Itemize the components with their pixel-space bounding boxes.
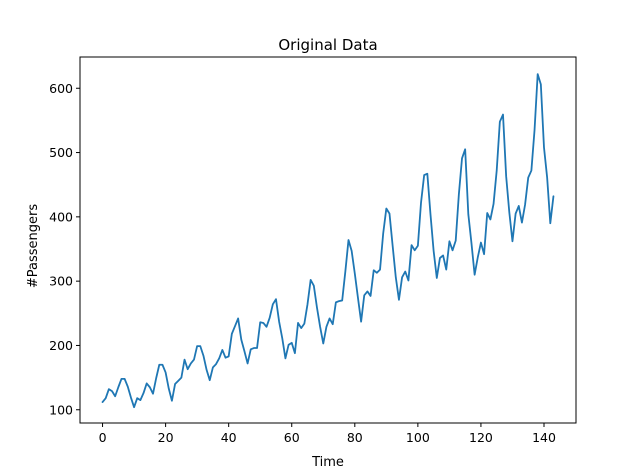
x-tick-label: 20 [158,430,174,445]
y-tick-label: 300 [49,274,73,289]
x-tick-label: 60 [284,430,300,445]
x-tick-label: 40 [221,430,237,445]
series-line [101,73,555,409]
x-tick-label: 120 [469,430,493,445]
y-tick-label: 500 [49,145,73,160]
y-tick-label: 100 [49,402,73,417]
x-axis: 0 20 40 60 80 100 120 140 [99,423,556,445]
plot-area [79,56,577,424]
y-tick-label: 200 [49,338,73,353]
y-axis: 100 200 300 400 500 600 [49,81,80,417]
y-axis-label: #Passengers [26,204,41,288]
x-tick-label: 0 [99,430,107,445]
chart-title: Original Data [278,36,377,54]
x-tick-label: 100 [406,430,430,445]
plot-frame [79,56,577,424]
x-axis-label: Time [311,455,344,470]
y-tick-label: 400 [49,209,73,224]
x-tick-label: 140 [532,430,556,445]
x-tick-label: 80 [347,430,363,445]
y-tick-label: 600 [49,81,73,96]
